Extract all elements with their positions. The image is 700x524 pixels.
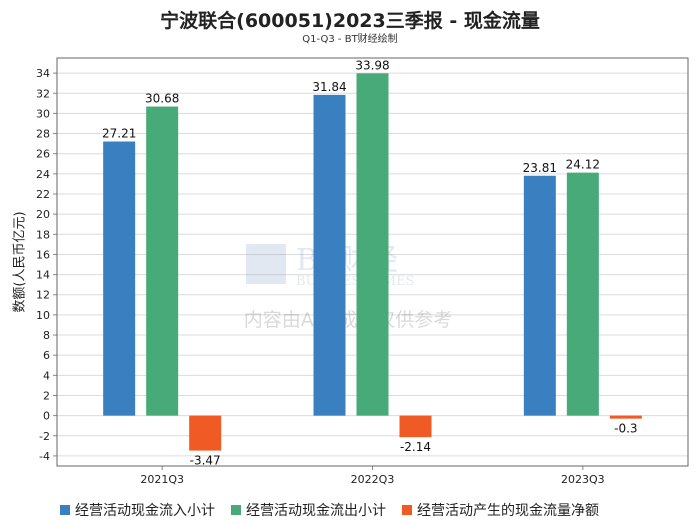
- x-tick-label: 2022Q3: [351, 473, 395, 486]
- y-tick-label: 20: [36, 208, 50, 221]
- data-label: 31.84: [312, 80, 346, 94]
- y-tick-label: 30: [36, 107, 50, 120]
- y-tick-label: -4: [39, 450, 50, 463]
- data-label: -2.14: [400, 440, 431, 454]
- bar[interactable]: [566, 172, 599, 416]
- legend-label-net: 经营活动产生的现金流量净额: [417, 503, 599, 519]
- data-label: 24.12: [566, 158, 600, 172]
- data-label: 30.68: [145, 92, 179, 106]
- legend-swatch-outflow: [231, 505, 241, 515]
- watermark-disclaimer: 内容由AI生成，仅供参考: [244, 309, 453, 331]
- y-tick-label: 22: [36, 188, 50, 201]
- bar[interactable]: [356, 73, 389, 416]
- legend: 经营活动现金流入小计 经营活动现金流出小计 经营活动产生的现金流量净额: [60, 500, 599, 520]
- y-tick-label: -2: [39, 430, 50, 443]
- y-tick-label: 34: [36, 67, 50, 80]
- bar[interactable]: [523, 175, 556, 416]
- y-tick-label: 4: [43, 369, 50, 382]
- y-tick-label: 14: [36, 269, 50, 282]
- data-label: -3.47: [190, 454, 221, 468]
- legend-item-outflow[interactable]: 经营活动现金流出小计: [231, 500, 386, 520]
- y-tick-label: 18: [36, 228, 50, 241]
- bar[interactable]: [609, 415, 642, 419]
- bar[interactable]: [146, 106, 179, 416]
- data-label: 27.21: [102, 127, 136, 141]
- y-tick-label: 8: [43, 329, 50, 342]
- legend-item-inflow[interactable]: 经营活动现金流入小计: [60, 500, 215, 520]
- y-tick-label: 10: [36, 309, 50, 322]
- bar[interactable]: [399, 415, 432, 438]
- bar[interactable]: [103, 141, 136, 416]
- data-label: -0.3: [614, 422, 637, 436]
- chart-subtitle: Q1-Q3 - BT财经绘制: [302, 34, 398, 45]
- y-tick-label: 32: [36, 87, 50, 100]
- data-label: 33.98: [355, 58, 389, 72]
- y-tick-label: 28: [36, 128, 50, 141]
- y-tick-label: 26: [36, 148, 50, 161]
- legend-item-net[interactable]: 经营活动产生的现金流量净额: [402, 500, 599, 520]
- x-tick-label: 2023Q3: [561, 473, 605, 486]
- legend-swatch-inflow: [60, 505, 70, 515]
- y-tick-label: 24: [36, 168, 50, 181]
- plot-frame: [56, 57, 689, 467]
- x-tick-label: 2021Q3: [140, 473, 184, 486]
- legend-label-inflow: 经营活动现金流入小计: [75, 503, 215, 519]
- y-tick-label: 2: [43, 389, 50, 402]
- data-label: 23.81: [523, 161, 557, 175]
- y-tick-label: 6: [43, 349, 50, 362]
- bar[interactable]: [313, 94, 346, 416]
- legend-swatch-net: [402, 505, 412, 515]
- legend-label-outflow: 经营活动现金流出小计: [246, 503, 386, 519]
- y-tick-label: 16: [36, 248, 50, 261]
- chart-title: 宁波联合(600051)2023三季报 - 现金流量: [160, 10, 540, 32]
- y-tick-label: 0: [43, 410, 50, 423]
- bar[interactable]: [189, 415, 222, 451]
- watermark-logo-mark: [246, 244, 286, 284]
- y-tick-label: 12: [36, 289, 50, 302]
